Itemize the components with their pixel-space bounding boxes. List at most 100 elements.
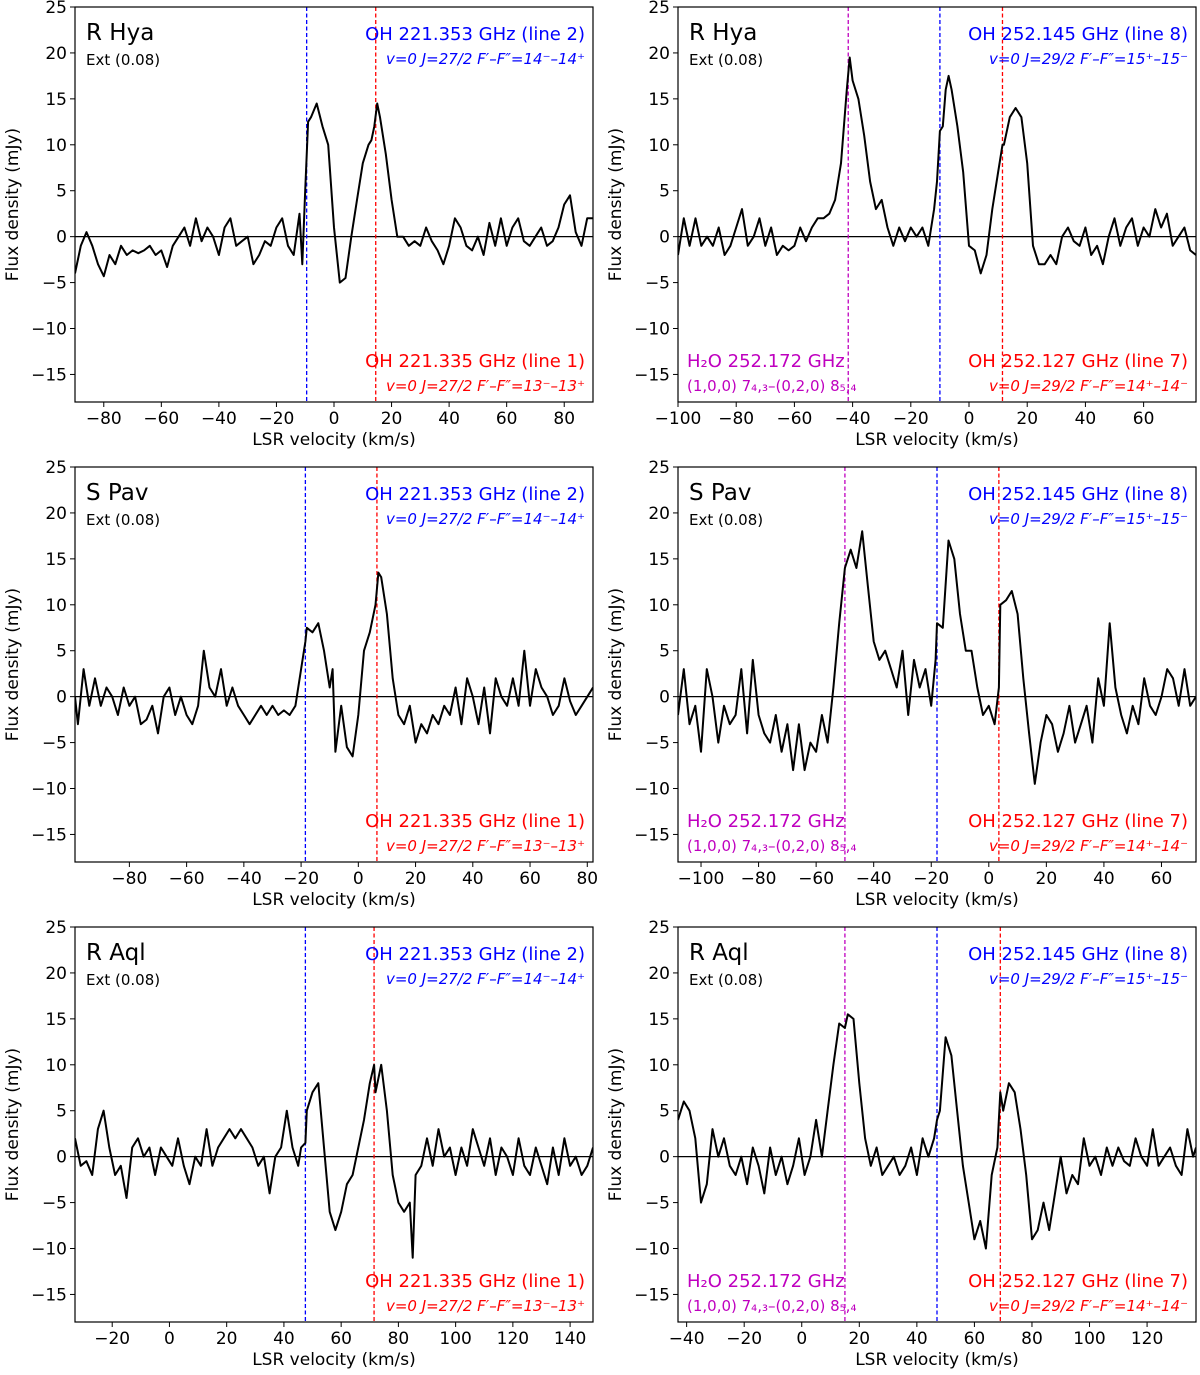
panel-1: −15 −10 −5 0 5 10 15 20 25 −80 −60 −40 −20 0 20 40 60 80 L… bbox=[3, 0, 594, 450]
y-tick-label: 5 bbox=[56, 642, 67, 662]
y-axis-label: Flux density (mJy) bbox=[606, 1048, 626, 1201]
ext-label: Ext (0.08) bbox=[86, 511, 160, 529]
y-tick-label: −5 bbox=[645, 734, 670, 754]
x-tick-label: 80 bbox=[576, 869, 598, 889]
x-tick-label: 120 bbox=[1131, 1329, 1163, 1349]
y-tick-label: −10 bbox=[31, 780, 67, 800]
x-tick-label: 140 bbox=[554, 1329, 586, 1349]
axes-frame bbox=[74, 466, 594, 863]
x-tick-label: 20 bbox=[381, 409, 403, 429]
y-tick-label: 0 bbox=[56, 688, 67, 708]
lower-line-quantum: v=0 J=27/2 F′–F″=13⁻–13⁺ bbox=[386, 377, 585, 395]
y-tick-label: −10 bbox=[634, 320, 670, 340]
y-tick-label: −15 bbox=[634, 1285, 670, 1305]
x-tick-label: −80 bbox=[86, 409, 122, 429]
x-tick-label: −100 bbox=[655, 409, 702, 429]
x-tick-label: 0 bbox=[964, 409, 975, 429]
upper-line-label: OH 221.353 GHz (line 2) bbox=[365, 24, 585, 45]
upper-line-label: OH 252.145 GHz (line 8) bbox=[968, 484, 1188, 505]
lower-line-quantum: v=0 J=29/2 F′–F″=14⁺–14⁻ bbox=[989, 837, 1188, 855]
x-tick-label: −40 bbox=[201, 409, 237, 429]
x-tick-label: −60 bbox=[776, 409, 812, 429]
ext-label: Ext (0.08) bbox=[689, 51, 763, 69]
x-tick-label: 40 bbox=[1093, 869, 1115, 889]
lower-line-label: OH 221.335 GHz (line 1) bbox=[365, 351, 585, 372]
y-tick-label: −15 bbox=[634, 365, 670, 385]
y-axis-label: Flux density (mJy) bbox=[3, 588, 23, 741]
y-tick-label: −5 bbox=[42, 1194, 67, 1214]
x-tick-label: 60 bbox=[1151, 869, 1173, 889]
upper-line-label: OH 221.353 GHz (line 2) bbox=[365, 944, 585, 965]
ext-label: Ext (0.08) bbox=[689, 511, 763, 529]
y-tick-label: 15 bbox=[45, 1010, 67, 1030]
y-axis-label: Flux density (mJy) bbox=[3, 1048, 23, 1201]
axes-frame bbox=[677, 926, 1197, 1323]
spectrum-line bbox=[678, 530, 1196, 785]
y-tick-label: −10 bbox=[634, 780, 670, 800]
upper-line-quantum: v=0 J=27/2 F′–F″=14⁻–14⁺ bbox=[386, 970, 585, 988]
x-tick-label: −60 bbox=[169, 869, 205, 889]
x-tick-label: 0 bbox=[796, 1329, 807, 1349]
x-tick-label: 20 bbox=[1036, 869, 1058, 889]
x-tick-label: 120 bbox=[497, 1329, 529, 1349]
y-tick-label: −10 bbox=[634, 1240, 670, 1260]
y-tick-label: 10 bbox=[45, 596, 67, 616]
x-tick-label: −20 bbox=[726, 1329, 762, 1349]
y-tick-label: 25 bbox=[45, 918, 67, 938]
y-tick-label: 5 bbox=[659, 182, 670, 202]
x-axis-label: LSR velocity (km/s) bbox=[855, 430, 1019, 450]
upper-line-label: OH 252.145 GHz (line 8) bbox=[968, 24, 1188, 45]
lower-line-quantum: v=0 J=27/2 F′–F″=13⁻–13⁺ bbox=[386, 1297, 585, 1315]
x-tick-label: 80 bbox=[1021, 1329, 1043, 1349]
panel-4: −15 −10 −5 0 5 10 15 20 25 −100 −80 −60 −40 −20 0 20 40 6… bbox=[606, 458, 1197, 910]
y-tick-label: 15 bbox=[648, 90, 670, 110]
upper-line-quantum: v=0 J=29/2 F′–F″=15⁺–15⁻ bbox=[989, 970, 1188, 988]
x-axis-label: LSR velocity (km/s) bbox=[855, 890, 1019, 910]
y-tick-label: 25 bbox=[45, 0, 67, 18]
y-tick-label: 25 bbox=[648, 0, 670, 18]
panel-3: −15 −10 −5 0 5 10 15 20 25 −80 −60 −40 −20 0 20 40 60 80 L… bbox=[3, 458, 598, 910]
y-tick-label: −10 bbox=[31, 1240, 67, 1260]
x-tick-label: −100 bbox=[678, 869, 725, 889]
y-tick-label: 10 bbox=[648, 1056, 670, 1076]
panel-2: −15 −10 −5 0 5 10 15 20 25 −100 −80 −60 −40 −20 0 20 40 6… bbox=[606, 0, 1197, 450]
x-tick-label: −60 bbox=[798, 869, 834, 889]
x-tick-label: 40 bbox=[462, 869, 484, 889]
upper-line-label: OH 221.353 GHz (line 2) bbox=[365, 484, 585, 505]
y-tick-label: 25 bbox=[648, 918, 670, 938]
x-tick-label: 0 bbox=[329, 409, 340, 429]
y-tick-label: −15 bbox=[31, 365, 67, 385]
x-axis-label: LSR velocity (km/s) bbox=[855, 1350, 1019, 1370]
star-name: R Hya bbox=[689, 20, 757, 46]
spectrum-line bbox=[678, 1013, 1196, 1250]
x-tick-label: 0 bbox=[164, 1329, 175, 1349]
y-tick-label: 15 bbox=[45, 550, 67, 570]
lower-line-label: OH 252.127 GHz (line 7) bbox=[968, 811, 1188, 832]
y-tick-label: 15 bbox=[45, 90, 67, 110]
x-tick-label: −40 bbox=[226, 869, 262, 889]
x-tick-label: 60 bbox=[519, 869, 541, 889]
star-name: R Aql bbox=[689, 940, 749, 966]
ext-label: Ext (0.08) bbox=[86, 51, 160, 69]
x-tick-label: 100 bbox=[439, 1329, 471, 1349]
x-tick-label: −80 bbox=[718, 409, 754, 429]
x-tick-label: −20 bbox=[913, 869, 949, 889]
ext-label: Ext (0.08) bbox=[689, 971, 763, 989]
y-tick-label: 0 bbox=[659, 688, 670, 708]
x-tick-label: 80 bbox=[388, 1329, 410, 1349]
lower-line-label: OH 252.127 GHz (line 7) bbox=[968, 351, 1188, 372]
upper-line-quantum: v=0 J=29/2 F′–F″=15⁺–15⁻ bbox=[989, 510, 1188, 528]
h2o-line-quantum: (1,0,0) 7₄,₃–(0,2,0) 8₅,₄ bbox=[687, 377, 856, 395]
y-axis-label: Flux density (mJy) bbox=[606, 128, 626, 281]
x-tick-label: −20 bbox=[94, 1329, 130, 1349]
y-tick-label: 5 bbox=[56, 1102, 67, 1122]
y-tick-label: 25 bbox=[648, 458, 670, 478]
y-tick-label: 25 bbox=[45, 458, 67, 478]
x-axis-label: LSR velocity (km/s) bbox=[252, 890, 416, 910]
upper-line-label: OH 252.145 GHz (line 8) bbox=[968, 944, 1188, 965]
x-tick-label: −20 bbox=[258, 409, 294, 429]
y-tick-label: 0 bbox=[56, 1148, 67, 1168]
x-tick-label: −20 bbox=[283, 869, 319, 889]
x-tick-label: 80 bbox=[553, 409, 575, 429]
x-tick-label: −40 bbox=[856, 869, 892, 889]
